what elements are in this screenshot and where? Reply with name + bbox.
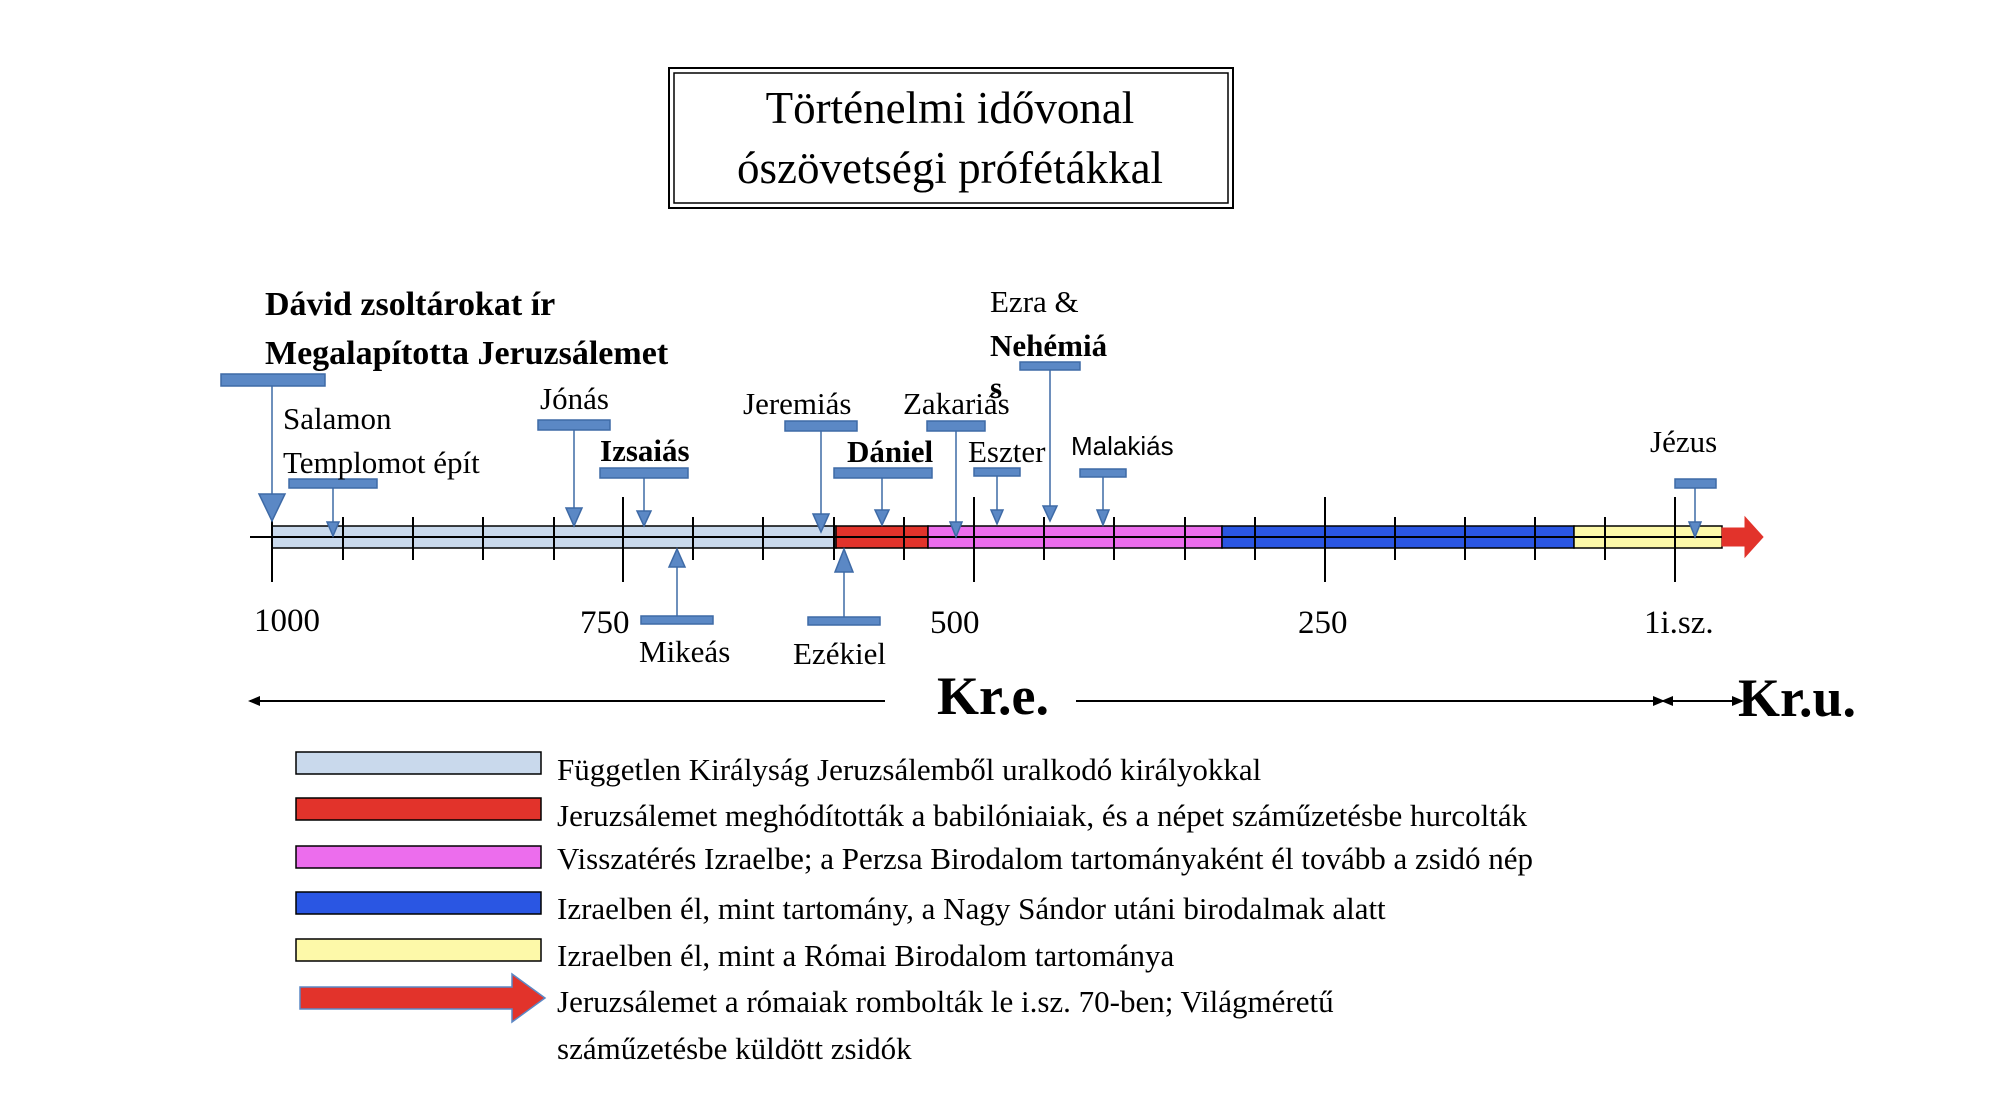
marker-jonas xyxy=(537,419,611,431)
title-line2: ószövetségi prófétákkal xyxy=(737,143,1163,193)
axis-labels: 1000 750 500 250 1i.sz. xyxy=(254,603,1714,641)
legend-swatch-kingdom xyxy=(295,751,542,775)
legend-swatch-persian xyxy=(295,845,542,869)
title-line1: Történelmi idővonal xyxy=(766,83,1135,133)
label-jezus: Jézus xyxy=(1650,424,1717,459)
label-ezra-line3: s xyxy=(990,370,1002,405)
label-zakarias: Zakariás xyxy=(903,386,1010,421)
tick-label-250: 250 xyxy=(1298,605,1348,641)
marker-izsaias xyxy=(599,467,689,479)
label-ezekiel: Ezékiel xyxy=(793,636,886,671)
marker-david xyxy=(220,373,326,387)
label-eszter: Eszter xyxy=(968,434,1046,469)
marker-daniel xyxy=(833,467,933,479)
label-mikeas: Mikeás xyxy=(639,634,730,669)
tick-label-750: 750 xyxy=(580,605,630,641)
timeline-bar xyxy=(250,515,1764,559)
marker-mikeas xyxy=(640,615,714,625)
marker-zakarias xyxy=(926,420,986,432)
legend-swatch-greek xyxy=(295,891,542,915)
legend-swatch-diaspora-arrow xyxy=(299,972,547,1024)
axis-ticks xyxy=(271,497,1676,582)
era-ad-label: Kr.u. xyxy=(1738,668,1856,728)
marker-jeremias xyxy=(784,420,858,432)
tick-label-1isz: 1i.sz. xyxy=(1644,605,1714,641)
event-markers xyxy=(220,361,1717,626)
marker-ezra xyxy=(1019,361,1081,371)
marker-malakias xyxy=(1079,468,1127,478)
marker-salamon xyxy=(288,478,378,489)
event-labels: Dávid zsoltárokat ír Megalapította Jeruz… xyxy=(265,284,1717,671)
label-izsaias: Izsaiás xyxy=(600,433,690,468)
legend-swatch-exile xyxy=(295,797,542,821)
marker-jezus xyxy=(1674,478,1717,489)
legend: Független Királyság Jeruzsálemből uralko… xyxy=(295,751,1533,1066)
legend-text-kingdom: Független Királyság Jeruzsálemből uralko… xyxy=(557,752,1261,787)
segment-diaspora-arrow xyxy=(1721,515,1764,559)
tick-label-500: 500 xyxy=(930,605,980,641)
legend-text-exile: Jeruzsálemet meghódították a babilóniaia… xyxy=(557,798,1528,833)
label-ezra-line2: Nehémiá xyxy=(990,328,1108,363)
label-daniel: Dániel xyxy=(847,434,934,469)
label-ezra-line1: Ezra & xyxy=(990,284,1079,319)
tick-label-1000: 1000 xyxy=(254,603,320,639)
label-david-line2: Megalapította Jeruzsálemet xyxy=(265,335,669,372)
title-box: Történelmi idővonal ószövetségi próféták… xyxy=(668,67,1234,209)
legend-swatch-roman xyxy=(295,938,542,962)
marker-eszter xyxy=(973,467,1021,477)
legend-text-diaspora-line1: Jeruzsálemet a rómaiak rombolták le i.sz… xyxy=(557,984,1334,1019)
legend-text-greek: Izraelben él, mint tartomány, a Nagy Sán… xyxy=(557,891,1386,926)
marker-ezekiel xyxy=(807,616,881,626)
legend-text-diaspora-line2: száműzetésbe küldött zsidók xyxy=(557,1031,912,1066)
label-malakias: Malakiás xyxy=(1071,431,1174,461)
label-david-line1: Dávid zsoltárokat ír xyxy=(265,286,555,323)
label-jonas: Jónás xyxy=(540,381,609,416)
era-indicator: Kr.e. Kr.u. xyxy=(248,666,1856,728)
label-salamon-line2: Templomot épít xyxy=(283,445,480,480)
legend-text-roman: Izraelben él, mint a Római Birodalom tar… xyxy=(557,938,1174,973)
era-bc-label: Kr.e. xyxy=(937,666,1049,726)
legend-text-persian: Visszatérés Izraelbe; a Perzsa Birodalom… xyxy=(557,841,1533,876)
label-jeremias: Jeremiás xyxy=(743,386,851,421)
label-salamon-line1: Salamon xyxy=(283,401,392,436)
